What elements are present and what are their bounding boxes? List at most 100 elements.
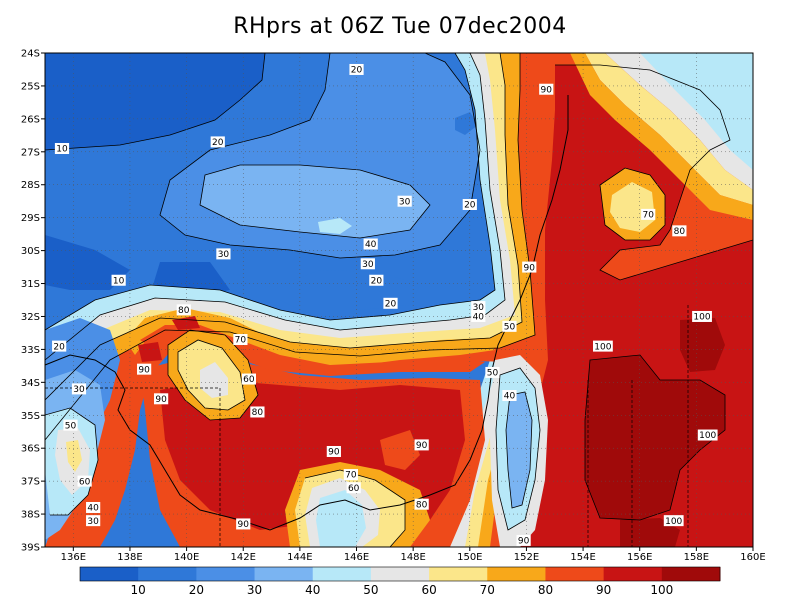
contour-label: 10	[111, 274, 126, 286]
field-south-dry-50	[316, 490, 366, 547]
svg-text:50: 50	[487, 369, 499, 379]
colorbar-swatch	[603, 567, 663, 581]
lon-tick-label: 160E	[740, 552, 765, 563]
lat-tick-label: 39S	[21, 543, 40, 554]
lat-tick-label: 32S	[21, 312, 40, 323]
contour-label: 90	[236, 518, 251, 530]
svg-text:100: 100	[665, 517, 682, 527]
svg-text:10: 10	[56, 145, 68, 155]
svg-text:20: 20	[53, 342, 65, 352]
field-10-20-west	[45, 235, 130, 290]
svg-text:90: 90	[328, 448, 340, 458]
svg-text:60: 60	[79, 477, 91, 487]
field-ne-dry-70	[585, 53, 753, 205]
contour-label: 30	[216, 248, 231, 260]
contour-label: 70	[343, 469, 358, 481]
colorbar-label: 70	[480, 583, 495, 597]
contour-label: 40	[502, 390, 517, 402]
lon-tick-label: 154E	[570, 552, 595, 563]
contour-label: 50	[502, 320, 517, 333]
contour-label: 20	[369, 274, 384, 286]
svg-text:20: 20	[371, 276, 383, 286]
colorbar-label: 20	[189, 583, 204, 597]
lon-tick-label: 150E	[457, 552, 482, 563]
contour-line-dome	[167, 329, 259, 421]
svg-text:30: 30	[399, 197, 411, 207]
field-ne-dry-80	[570, 53, 753, 220]
svg-text:90: 90	[541, 85, 553, 95]
contour-line-se	[584, 354, 726, 521]
svg-text:60: 60	[243, 375, 255, 385]
contour-line-30	[199, 164, 431, 239]
svg-text:20: 20	[464, 201, 476, 211]
colorbar-swatch	[429, 567, 488, 581]
svg-text:80: 80	[252, 408, 264, 418]
lat-tick-label: 26S	[21, 114, 40, 125]
field-40-50	[200, 165, 430, 238]
colorbar-frame	[79, 566, 721, 582]
lon-tick-label: 140E	[174, 552, 199, 563]
svg-text:90: 90	[416, 441, 428, 451]
field-10-20	[45, 53, 265, 150]
contour-label: 100	[663, 515, 684, 527]
contour-label: 60	[77, 475, 92, 487]
svg-text:40: 40	[504, 392, 516, 402]
contour-label: 90	[154, 393, 169, 405]
contour-line-coast-a	[45, 53, 496, 331]
colorbar-label: 80	[538, 583, 553, 597]
contour-lines	[45, 53, 753, 547]
contour-label: 30	[471, 301, 486, 313]
lat-tick-label: 35S	[21, 411, 40, 422]
lat-tick-label: 25S	[21, 81, 40, 92]
contour-line-west	[45, 407, 99, 516]
lat-axis-labels: 24S 25S 26S 27S 28S 29S 30S 31S 32S 33S 34S 35S 36S 3…	[21, 49, 45, 554]
svg-text:20: 20	[212, 138, 224, 148]
svg-text:50: 50	[65, 421, 77, 431]
svg-text:100: 100	[594, 342, 611, 352]
svg-text:90: 90	[238, 520, 250, 530]
contour-line-20	[159, 53, 481, 259]
contour-label: 90	[539, 83, 554, 95]
colorbar-swatch	[196, 567, 256, 581]
field-coast-spot-90	[138, 342, 162, 362]
contour-label: 80	[250, 406, 265, 418]
contour-label: 80	[672, 225, 687, 237]
colorbar-swatch	[254, 567, 314, 581]
contour-label: 20	[210, 136, 225, 148]
contour-label: 100	[697, 429, 718, 441]
contour-label: 20	[52, 340, 67, 352]
contour-label: 90	[137, 363, 152, 375]
contour-label: 30	[71, 383, 87, 395]
contour-label: 60	[241, 373, 257, 385]
contour-label: 90	[516, 534, 531, 547]
svg-text:40: 40	[473, 313, 485, 323]
colorbar-swatch	[312, 567, 372, 581]
lon-tick-label: 142E	[231, 552, 256, 563]
svg-text:100: 100	[699, 431, 716, 441]
contour-label: 80	[176, 304, 191, 316]
contour-label: 10	[54, 143, 70, 155]
colorbar-label: 90	[596, 583, 611, 597]
lon-tick-label: 136E	[61, 552, 86, 563]
lat-tick-label: 30S	[21, 246, 40, 257]
contour-label: 90	[326, 445, 341, 458]
field-over-100-se2	[680, 318, 725, 372]
colorbar: 10 20 30 40 50 60 70 80 90 100	[79, 566, 721, 597]
lon-tick-label: 156E	[627, 552, 652, 563]
lon-tick-label: 146E	[344, 552, 369, 563]
page-title: RHprs at 06Z Tue 07dec2004	[233, 14, 567, 39]
svg-text:20: 20	[351, 66, 363, 76]
contour-line-dome-inner	[177, 339, 246, 411]
lat-tick-label: 37S	[21, 477, 40, 488]
field-over-100-se	[585, 355, 725, 520]
svg-text:70: 70	[642, 211, 654, 221]
contour-label: 90	[414, 439, 429, 451]
contour-label: 60	[346, 482, 361, 494]
svg-text:60: 60	[348, 484, 360, 494]
contour-label: 40	[363, 238, 378, 250]
lon-tick-label: 152E	[514, 552, 539, 563]
contour-label: 100	[593, 340, 613, 352]
field-coast-ring	[125, 308, 495, 368]
contour-label: 30	[397, 195, 412, 207]
